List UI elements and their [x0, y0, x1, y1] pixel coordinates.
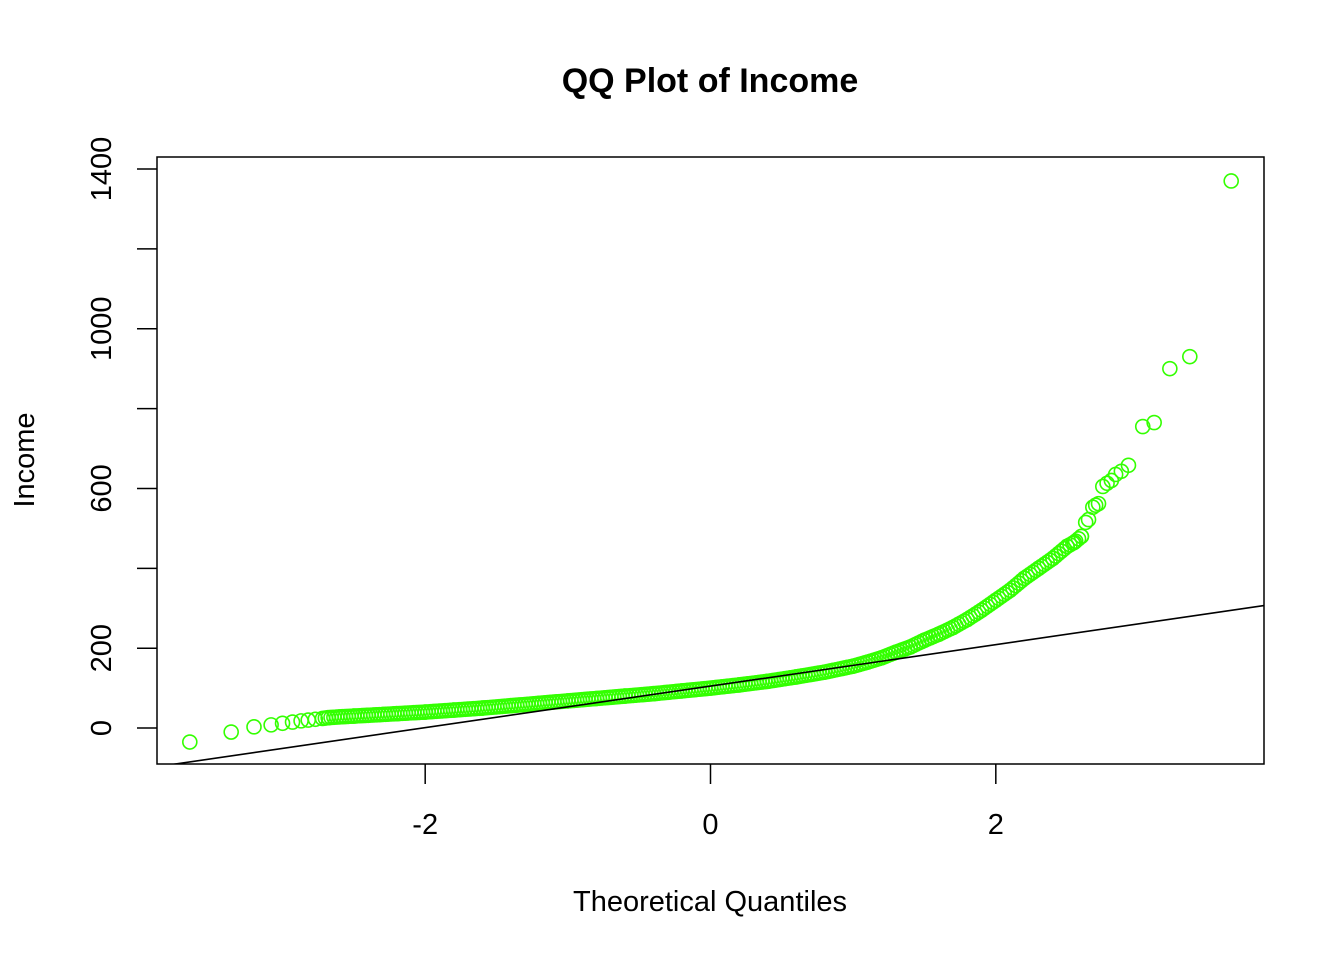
data-point	[223, 724, 239, 740]
data-point	[360, 707, 376, 724]
data-point	[1090, 495, 1107, 512]
data-point	[182, 734, 198, 750]
x-tick-label: -2	[412, 809, 438, 841]
x-tick-label: 2	[988, 809, 1004, 841]
data-point	[560, 693, 576, 709]
data-point	[1016, 570, 1033, 587]
data-point	[902, 639, 919, 655]
x-tick-label: 0	[702, 809, 718, 841]
y-tick-label: 0	[86, 720, 118, 736]
x-axis-label: Theoretical Quantiles	[573, 886, 847, 918]
data-point	[1087, 497, 1104, 514]
y-tick-label: 1000	[86, 296, 118, 361]
data-point	[1182, 348, 1198, 365]
plot-area	[169, 173, 1264, 764]
data-point	[930, 626, 947, 643]
data-point	[959, 611, 976, 628]
y-axis: 0 200 600 1000 1400	[86, 137, 157, 736]
data-point	[1067, 533, 1084, 549]
data-point	[417, 704, 433, 720]
data-point	[1077, 514, 1094, 531]
data-point	[1223, 173, 1239, 189]
data-points	[182, 173, 1239, 750]
data-point	[1120, 457, 1137, 474]
data-point	[263, 717, 279, 733]
data-point	[617, 688, 633, 704]
data-point	[274, 715, 291, 732]
data-point	[916, 632, 933, 649]
data-point	[873, 649, 890, 666]
data-point	[945, 619, 961, 636]
data-point	[1095, 478, 1111, 495]
data-point	[1146, 414, 1162, 431]
data-point	[1073, 528, 1090, 545]
data-point	[988, 592, 1004, 609]
data-point	[1030, 560, 1047, 577]
plot-frame	[156, 156, 1265, 765]
x-axis: -2 0 2	[412, 764, 1004, 841]
reference-line	[169, 604, 1264, 764]
data-point	[973, 602, 990, 619]
data-point	[788, 669, 804, 685]
data-point	[588, 690, 605, 707]
data-point	[1099, 475, 1115, 492]
data-point	[1070, 530, 1087, 547]
data-point	[1002, 582, 1018, 599]
data-point	[388, 705, 405, 722]
data-point	[1134, 418, 1151, 435]
y-tick-label: 1400	[86, 137, 118, 202]
y-axis-label: Income	[9, 412, 41, 507]
data-point	[816, 664, 833, 680]
data-point	[284, 714, 301, 730]
data-point	[314, 710, 331, 727]
y-tick-label: 600	[86, 464, 118, 512]
data-point	[474, 700, 491, 716]
chart-title: QQ Plot of Income	[562, 62, 859, 100]
data-point	[445, 702, 462, 718]
data-point	[307, 711, 324, 728]
data-point	[1045, 550, 1061, 567]
data-point	[246, 719, 262, 735]
data-point	[502, 697, 519, 714]
data-point	[731, 677, 747, 693]
data-point	[1162, 360, 1178, 377]
data-point	[702, 680, 719, 696]
data-point	[759, 673, 776, 690]
data-point	[320, 709, 336, 726]
y-tick-label: 200	[86, 624, 118, 672]
